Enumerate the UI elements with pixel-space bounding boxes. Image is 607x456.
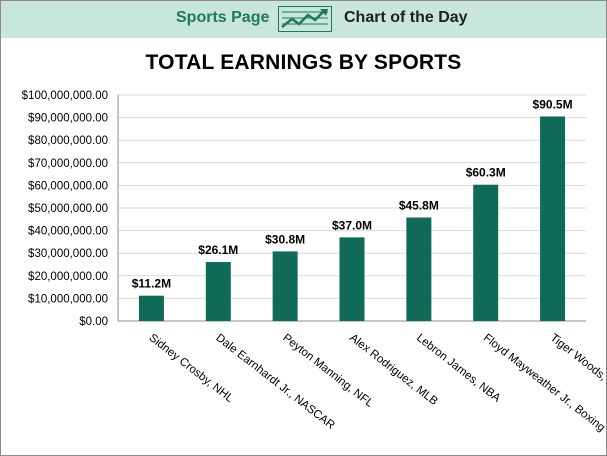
data-label: $37.0M [332,218,372,232]
y-tick-label: $40,000,000.00 [28,226,108,238]
chart-of-the-day-label: Chart of the Day [344,9,468,26]
y-tick-label: $30,000,000.00 [28,248,108,260]
y-tick-label: $90,000,000.00 [28,113,108,125]
y-tick-label: $20,000,000.00 [28,271,108,283]
data-label: $60.3M [466,166,506,180]
bar [138,295,164,321]
y-tick-label: $60,000,000.00 [28,180,108,192]
data-label: $45.8M [399,198,439,212]
category-label: Floyd Mayweather Jr., Boxing [481,332,607,434]
y-tick-label: $0.00 [79,316,108,328]
y-tick-label: $80,000,000.00 [28,135,108,147]
y-tick-label: $70,000,000.00 [28,158,108,170]
y-tick-label: $100,000,000.00 [22,90,108,102]
y-tick-label: $50,000,000.00 [28,203,108,215]
data-label: $90.5M [533,97,573,111]
bar [272,251,298,321]
chart-title: TOTAL EARNINGS BY SPORTS [145,51,462,74]
bar [406,217,432,321]
category-label: Dale Earnhardt Jr., NASCAR [213,332,336,432]
bar [540,116,566,321]
bar [339,237,365,321]
data-label: $11.2M [132,277,171,291]
data-label: $26.1M [198,243,238,257]
y-tick-label: $10,000,000.00 [28,293,108,305]
bar [473,184,499,321]
bar [205,262,231,321]
trend-chart-icon [278,6,332,32]
data-label: $30.8M [265,232,305,246]
brand-name: Sports Page [176,9,270,26]
